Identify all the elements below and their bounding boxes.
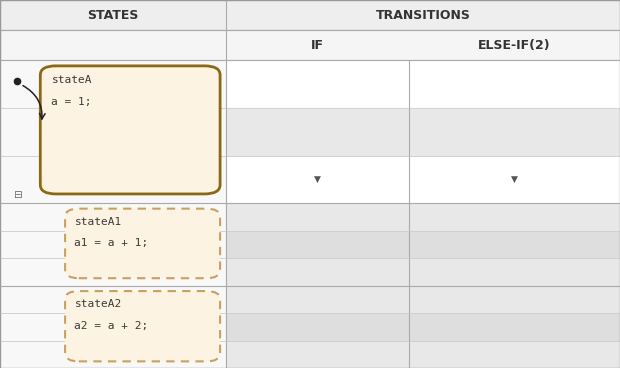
FancyBboxPatch shape xyxy=(0,30,620,60)
Text: ⊟: ⊟ xyxy=(13,190,22,200)
FancyBboxPatch shape xyxy=(0,0,620,30)
FancyBboxPatch shape xyxy=(226,156,409,203)
FancyBboxPatch shape xyxy=(0,203,226,231)
FancyBboxPatch shape xyxy=(409,60,620,108)
FancyBboxPatch shape xyxy=(0,286,226,313)
FancyBboxPatch shape xyxy=(40,66,220,194)
FancyBboxPatch shape xyxy=(65,291,220,361)
FancyBboxPatch shape xyxy=(226,286,409,313)
FancyBboxPatch shape xyxy=(0,313,226,340)
FancyBboxPatch shape xyxy=(409,340,620,368)
Text: IF: IF xyxy=(311,39,324,52)
Text: ▼: ▼ xyxy=(314,175,321,184)
FancyBboxPatch shape xyxy=(0,108,226,156)
FancyBboxPatch shape xyxy=(226,340,409,368)
FancyBboxPatch shape xyxy=(0,340,226,368)
FancyBboxPatch shape xyxy=(409,286,620,313)
FancyBboxPatch shape xyxy=(226,203,409,231)
Text: a1 = a + 1;: a1 = a + 1; xyxy=(74,238,149,248)
FancyBboxPatch shape xyxy=(226,313,409,340)
Text: ELSE-IF(2): ELSE-IF(2) xyxy=(478,39,551,52)
Text: TRANSITIONS: TRANSITIONS xyxy=(376,8,471,22)
Text: ▼: ▼ xyxy=(511,175,518,184)
FancyBboxPatch shape xyxy=(226,108,409,156)
FancyBboxPatch shape xyxy=(0,60,226,108)
FancyBboxPatch shape xyxy=(226,231,409,258)
Text: stateA2: stateA2 xyxy=(74,299,122,309)
FancyBboxPatch shape xyxy=(226,60,409,108)
FancyBboxPatch shape xyxy=(0,156,226,203)
FancyBboxPatch shape xyxy=(409,108,620,156)
FancyBboxPatch shape xyxy=(409,156,620,203)
FancyBboxPatch shape xyxy=(409,231,620,258)
FancyBboxPatch shape xyxy=(65,209,220,278)
Text: a2 = a + 2;: a2 = a + 2; xyxy=(74,321,149,330)
Text: stateA: stateA xyxy=(51,75,92,85)
FancyBboxPatch shape xyxy=(409,203,620,231)
FancyBboxPatch shape xyxy=(409,313,620,340)
FancyBboxPatch shape xyxy=(0,231,226,258)
Text: stateA1: stateA1 xyxy=(74,217,122,227)
Text: a = 1;: a = 1; xyxy=(51,97,92,107)
FancyBboxPatch shape xyxy=(226,258,409,286)
Text: STATES: STATES xyxy=(87,8,139,22)
FancyBboxPatch shape xyxy=(409,258,620,286)
FancyBboxPatch shape xyxy=(0,258,226,286)
